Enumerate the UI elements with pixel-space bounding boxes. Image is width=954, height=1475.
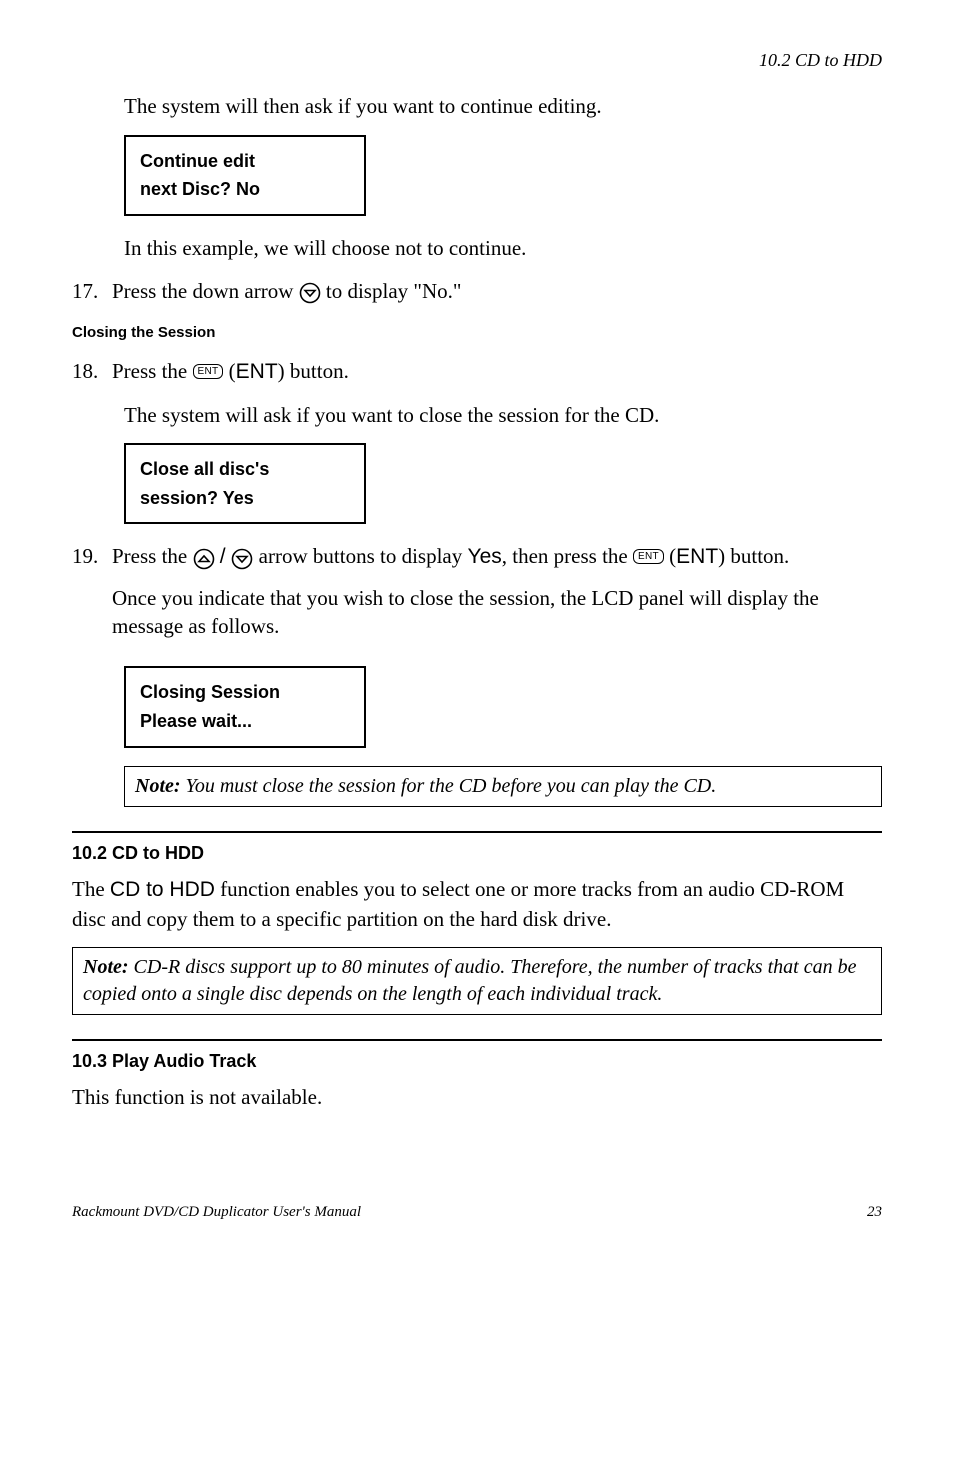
lcd-display: Close all disc's session? Yes xyxy=(124,443,366,525)
step-number: 19. xyxy=(72,542,112,652)
step-number: 17. xyxy=(72,277,112,305)
yes-label: Yes xyxy=(467,545,501,568)
page-footer: Rackmount DVD/CD Duplicator User's Manua… xyxy=(72,1202,882,1222)
step-body: Press the ENT (ENT) button. xyxy=(112,357,882,386)
step-item: 18. Press the ENT (ENT) button. xyxy=(72,357,882,386)
footer-left: Rackmount DVD/CD Duplicator User's Manua… xyxy=(72,1202,361,1222)
step-body: Press the down arrow to display "No." xyxy=(112,277,882,305)
body-text: The system will then ask if you want to … xyxy=(124,92,882,120)
lcd-line: Close all disc's xyxy=(140,455,350,484)
lcd-line: next Disc? No xyxy=(140,175,350,204)
note-label: Note: xyxy=(135,775,181,797)
divider xyxy=(72,831,882,833)
step-text: ) button. xyxy=(278,359,349,383)
step-text: Press the xyxy=(112,544,193,568)
note-box: Note: You must close the session for the… xyxy=(124,766,882,807)
ent-button-icon: ENT xyxy=(193,364,224,379)
lcd-line: Closing Session xyxy=(140,678,350,707)
body-text: The CD to HDD function enables you to se… xyxy=(72,875,882,933)
body-text: This function is not available. xyxy=(72,1083,882,1111)
step-item: 19. Press the / arrow buttons to display… xyxy=(72,542,882,652)
note-text: CD-R discs support up to 80 minutes of a… xyxy=(83,956,856,1005)
ent-label: ENT xyxy=(236,360,278,383)
step-text: Press the down arrow xyxy=(112,279,299,303)
note-text: You must close the session for the CD be… xyxy=(181,775,717,797)
lcd-line: Continue edit xyxy=(140,147,350,176)
slash: / xyxy=(220,545,232,568)
down-arrow-icon xyxy=(299,282,321,304)
step-text: to display "No." xyxy=(326,279,462,303)
function-name: CD to HDD xyxy=(110,878,215,901)
step-item: 17. Press the down arrow to display "No.… xyxy=(72,277,882,305)
section-heading: 10.3 Play Audio Track xyxy=(72,1049,882,1073)
lcd-line: session? Yes xyxy=(140,484,350,513)
up-arrow-icon xyxy=(193,548,215,570)
body-text: In this example, we will choose not to c… xyxy=(124,234,882,262)
lcd-display: Continue edit next Disc? No xyxy=(124,135,366,217)
down-arrow-icon xyxy=(231,548,253,570)
lcd-display: Closing Session Please wait... xyxy=(124,666,366,748)
subheading: Closing the Session xyxy=(72,323,882,343)
step-text: , then press the xyxy=(502,544,633,568)
step-text: ( xyxy=(229,359,236,383)
step-text: arrow buttons to display xyxy=(259,544,468,568)
step-text: Press the xyxy=(112,359,193,383)
step-text: ) button. xyxy=(718,544,789,568)
ent-button-icon: ENT xyxy=(633,549,664,564)
step-body: Press the / arrow buttons to display Yes… xyxy=(112,542,882,652)
body-text: The system will ask if you want to close… xyxy=(124,401,882,429)
running-header: 10.2 CD to HDD xyxy=(72,48,882,72)
text-fragment: The xyxy=(72,877,110,901)
divider xyxy=(72,1039,882,1041)
page-number: 23 xyxy=(867,1202,882,1222)
note-label: Note: xyxy=(83,956,129,978)
step-number: 18. xyxy=(72,357,112,386)
step-text: Once you indicate that you wish to close… xyxy=(112,584,882,641)
lcd-line: Please wait... xyxy=(140,707,350,736)
ent-label: ENT xyxy=(676,545,718,568)
note-box: Note: CD-R discs support up to 80 minute… xyxy=(72,947,882,1015)
section-heading: 10.2 CD to HDD xyxy=(72,841,882,865)
